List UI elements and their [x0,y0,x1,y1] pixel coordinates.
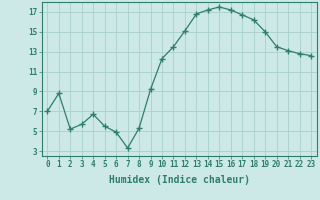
X-axis label: Humidex (Indice chaleur): Humidex (Indice chaleur) [109,175,250,185]
